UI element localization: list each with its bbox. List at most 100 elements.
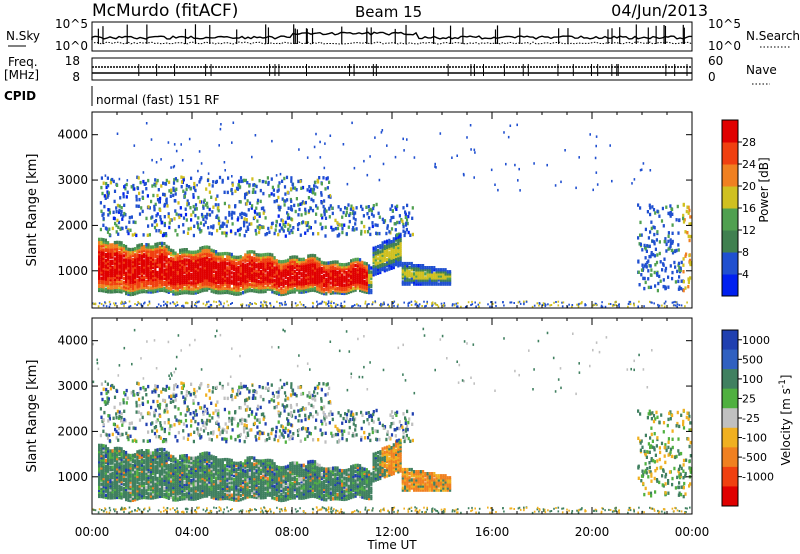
scatter-cell xyxy=(120,259,123,263)
scatter-cell xyxy=(235,286,238,290)
scatter-cell xyxy=(152,273,155,278)
scatter-cell xyxy=(168,221,171,225)
scatter-cell xyxy=(293,288,296,292)
scatter-cell xyxy=(363,273,366,278)
scatter-cell xyxy=(182,230,185,234)
scatter-cell xyxy=(125,469,128,473)
scatter-cell xyxy=(674,304,677,307)
scatter-cell xyxy=(356,272,359,276)
scatter-cell xyxy=(237,284,240,288)
scatter-cell xyxy=(129,453,132,458)
scatter-cell xyxy=(145,253,148,257)
scatter-cell xyxy=(137,302,140,305)
scatter-cell xyxy=(390,242,393,246)
scatter-cell xyxy=(325,269,328,274)
scatter-cell xyxy=(146,194,149,198)
scatter-cell xyxy=(125,493,128,498)
scatter-cell xyxy=(361,283,364,287)
scatter-cell xyxy=(180,213,183,218)
scatter-cell xyxy=(435,278,438,282)
scatter-cell xyxy=(415,266,418,270)
scatter-cell xyxy=(307,260,310,264)
scatter-cell xyxy=(156,212,159,216)
scatter-cell xyxy=(128,300,131,303)
scatter-cell xyxy=(208,247,211,252)
scatter-cell xyxy=(647,277,650,281)
scatter-cell xyxy=(151,223,154,227)
scatter-cell xyxy=(309,274,312,278)
scatter-cell xyxy=(325,267,328,271)
scatter-cell xyxy=(105,181,108,186)
scatter-cell xyxy=(242,282,245,287)
scatter-cell xyxy=(257,283,260,288)
scatter-cell xyxy=(553,301,555,304)
scatter-cell xyxy=(98,249,101,254)
scatter-cell xyxy=(275,277,278,281)
scatter-cell xyxy=(271,275,274,280)
scatter-cell xyxy=(275,275,278,279)
scatter-cell xyxy=(375,202,378,207)
scatter-cell xyxy=(163,242,166,246)
scatter-cell xyxy=(383,244,386,248)
scatter-cell xyxy=(179,273,182,277)
scatter-cell xyxy=(156,448,159,452)
scatter-cell xyxy=(557,304,560,307)
scatter-cell xyxy=(264,263,267,267)
scatter-cell xyxy=(278,292,281,296)
scatter-cell xyxy=(415,301,418,304)
scatter-cell xyxy=(253,250,256,254)
scatter-cell xyxy=(203,280,206,284)
scatter-cell xyxy=(104,174,107,177)
scatter-cell xyxy=(149,269,152,274)
scatter-cell xyxy=(402,229,405,233)
scatter-cell xyxy=(201,268,204,272)
scatter-cell xyxy=(104,444,107,448)
scatter-cell xyxy=(138,268,141,272)
scatter-cell xyxy=(194,281,197,285)
scatter-cell xyxy=(138,459,141,464)
scatter-cell xyxy=(415,280,418,284)
scatter-cell xyxy=(390,266,393,270)
scatter-cell xyxy=(428,268,431,272)
scatter-cell xyxy=(221,256,224,260)
scatter-cell xyxy=(145,459,148,463)
scatter-cell xyxy=(143,487,146,491)
scatter-cell xyxy=(183,276,186,280)
scatter-cell xyxy=(166,204,169,208)
scatter-cell xyxy=(174,251,177,255)
scatter-cell xyxy=(158,451,161,456)
scatter-cell xyxy=(116,493,119,498)
scatter-cell xyxy=(318,257,321,262)
scatter-cell xyxy=(302,290,305,294)
scatter-cell xyxy=(181,285,184,289)
scatter-cell xyxy=(470,148,472,151)
scatter-cell xyxy=(228,260,231,264)
scatter-cell xyxy=(374,268,377,272)
scatter-cell xyxy=(104,271,107,275)
scatter-cell xyxy=(263,300,265,303)
scatter-cell xyxy=(104,483,107,487)
scatter-cell xyxy=(262,267,265,271)
scatter-cell xyxy=(194,188,196,191)
scatter-cell xyxy=(277,188,280,192)
scatter-cell xyxy=(260,275,263,280)
scatter-cell xyxy=(671,223,674,227)
scatter-cell xyxy=(435,268,438,272)
scatter-cell xyxy=(107,265,110,269)
scatter-cell xyxy=(179,283,182,287)
scatter-cell xyxy=(291,282,294,286)
scatter-cell xyxy=(161,266,164,270)
scatter-cell xyxy=(368,270,371,274)
scatter-cell xyxy=(227,304,230,307)
scatter-cell xyxy=(127,478,130,482)
scatter-cell xyxy=(239,255,242,259)
scatter-cell xyxy=(269,277,272,281)
scatter-cell xyxy=(299,179,302,184)
scatter-cell xyxy=(255,253,258,257)
scatter-cell xyxy=(410,276,413,280)
scatter-cell xyxy=(147,290,150,294)
scatter-cell xyxy=(236,218,239,222)
scatter-cell xyxy=(242,286,245,291)
scatter-cell xyxy=(219,280,222,285)
scatter-cell xyxy=(365,262,368,266)
